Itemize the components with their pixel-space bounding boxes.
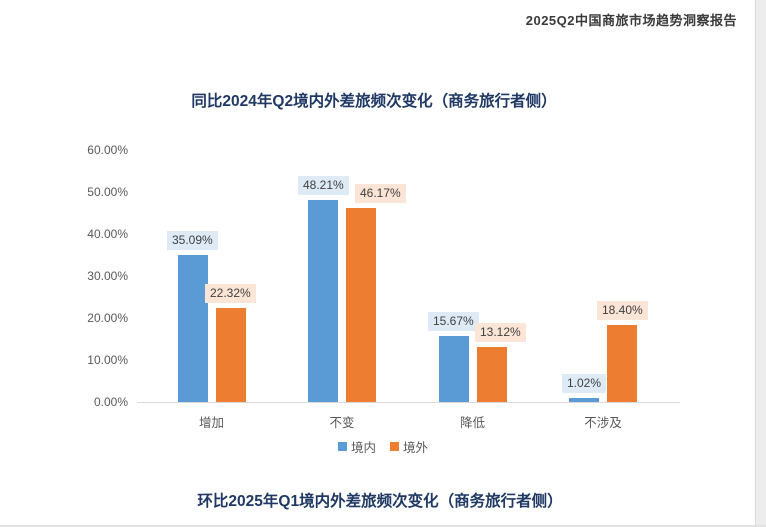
category-label-increase: 增加 (198, 416, 224, 430)
bar-value-label-overseas-not-involved: 18.40% (597, 301, 648, 320)
bar-value-label-domestic-not-involved: 1.02% (562, 374, 607, 393)
bar-overseas-increase (215, 308, 246, 402)
bar-value-label-domestic-unchanged: 48.21% (298, 176, 349, 195)
bar-value-label-domestic-increase: 35.09% (167, 231, 218, 250)
y-axis-tick-label: 20.00% (87, 311, 128, 325)
y-axis-tick-label: 50.00% (87, 185, 128, 199)
legend-item-overseas: 境外 (390, 437, 428, 456)
bar-overseas-unchanged (346, 208, 376, 402)
bar-domestic-increase (177, 255, 208, 402)
page-right-gutter (755, 0, 766, 527)
chart-title: 同比2024年Q2境内外差旅频次变化（商务旅行者侧） (191, 93, 557, 110)
y-axis-tick-label: 0.00% (93, 395, 128, 409)
legend-item-domestic: 境内 (337, 437, 376, 456)
legend-swatch-overseas (390, 442, 399, 451)
y-axis-tick-label: 40.00% (87, 227, 128, 241)
legend-label-overseas: 境外 (403, 441, 429, 455)
x-axis-line (137, 402, 680, 403)
category-label-unchanged: 不变 (329, 416, 355, 430)
y-axis-tick-label: 60.00% (87, 143, 128, 157)
legend-label-domestic: 境内 (350, 441, 376, 455)
y-axis-tick-label: 10.00% (87, 353, 128, 367)
bar-value-label-overseas-unchanged: 46.17% (355, 184, 406, 203)
bar-domestic-unchanged (308, 200, 338, 402)
bar-value-label-overseas-decrease: 13.12% (475, 323, 526, 342)
grouped-bar-chart: 0.00% 10.00% 20.00% 30.00% 40.00% 50.00% 60.00… (87, 143, 680, 430)
bar-domestic-not-involved (569, 398, 599, 402)
bar-domestic-decrease (438, 336, 469, 402)
page-bottom-edge (0, 525, 766, 527)
bar-value-label-overseas-increase: 22.32% (205, 284, 256, 303)
category-label-not-involved: 不涉及 (584, 416, 622, 430)
chart-legend: 境内 境外 (0, 437, 766, 456)
legend-swatch-domestic (337, 442, 347, 451)
bar-overseas-not-involved (607, 325, 637, 402)
bar-overseas-decrease (476, 347, 507, 402)
next-section-title: 环比2025年Q1境内外差旅频次变化（商务旅行者侧） (197, 493, 563, 510)
bar-value-label-domestic-decrease: 15.67% (428, 312, 479, 331)
category-label-decrease: 降低 (459, 416, 485, 430)
y-axis-tick-label: 30.00% (87, 269, 128, 283)
report-header-title: 2025Q2中国商旅市场趋势洞察报告 (525, 13, 737, 28)
